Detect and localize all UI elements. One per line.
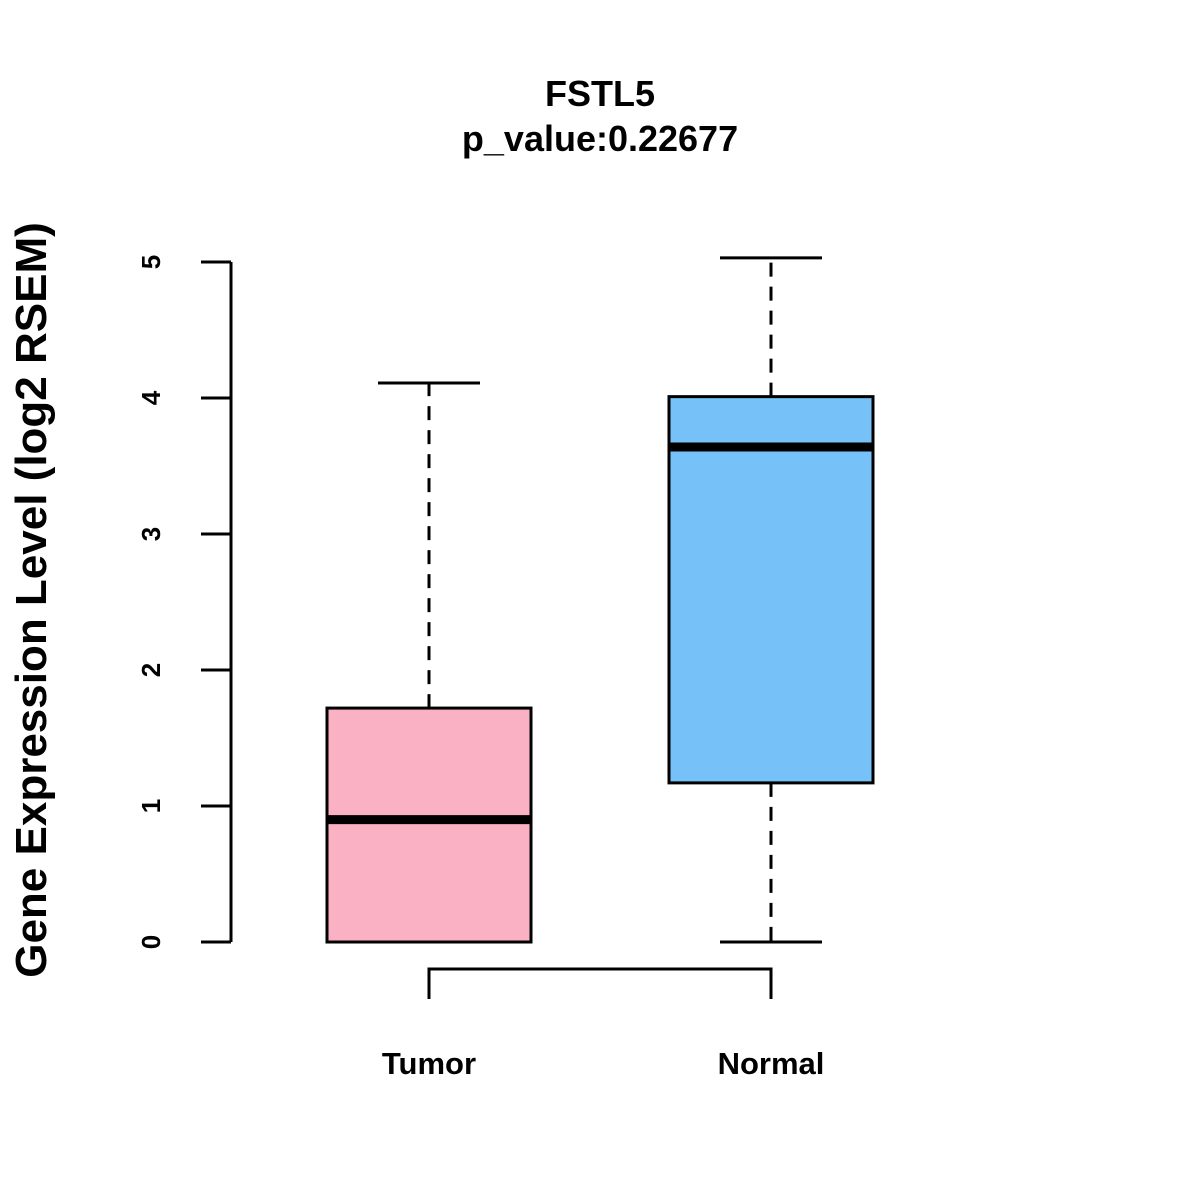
y-axis-label: Gene Expression Level (log2 RSEM)	[7, 222, 56, 978]
y-tick-label: 2	[136, 663, 166, 677]
comparison-bracket	[427, 967, 773, 999]
box-tumor	[325, 381, 533, 944]
chart-subtitle: p_value:0.22677	[462, 118, 738, 159]
chart-title: FSTL5	[545, 73, 655, 114]
y-tick-label: 3	[136, 527, 166, 541]
bracket-line	[427, 967, 773, 999]
x-category-label-normal: Normal	[718, 1046, 825, 1081]
y-tick-label: 5	[136, 255, 166, 269]
y-tick-label: 1	[136, 799, 166, 813]
x-category-label-tumor: Tumor	[382, 1046, 476, 1081]
x-category-labels: Tumor Normal	[382, 1046, 824, 1081]
y-tick-label: 4	[136, 390, 166, 405]
box-iqr	[325, 706, 533, 944]
y-axis-ticks: 0 1 2 3 4 5	[136, 255, 231, 949]
boxes	[325, 256, 875, 944]
box-iqr	[667, 395, 875, 785]
box-normal	[667, 256, 875, 944]
y-tick-label: 0	[136, 935, 166, 949]
